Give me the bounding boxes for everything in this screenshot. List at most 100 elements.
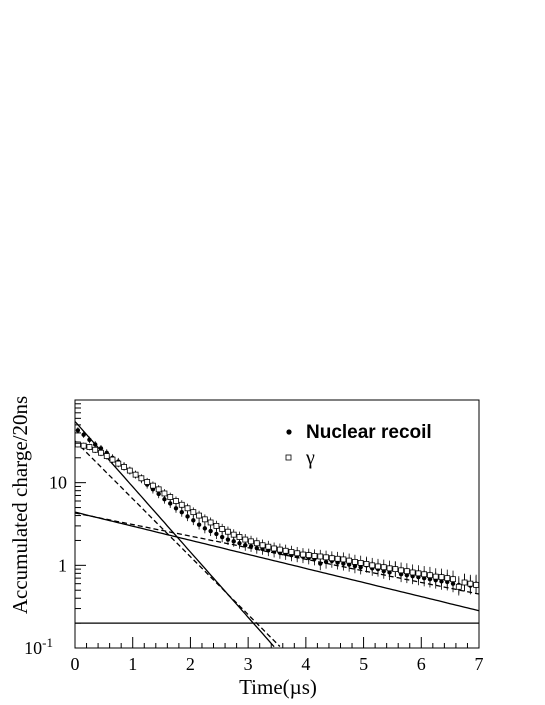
data-point-gamma [190, 509, 197, 516]
data-point-gamma [92, 446, 99, 453]
y-axis-title: Accumulated charge/20ns [8, 396, 32, 614]
data-point-gamma [236, 534, 243, 540]
data-point-gamma [421, 571, 428, 578]
data-point-gamma [98, 449, 104, 456]
data-point-gamma [242, 536, 249, 543]
data-point-gamma [438, 574, 445, 581]
data-point-gamma [444, 575, 451, 582]
data-point-gamma [311, 553, 318, 559]
data-point-gamma [363, 561, 370, 567]
data-point-nuclear-recoil [98, 446, 104, 451]
data-point-gamma [126, 467, 133, 474]
data-point-gamma [150, 482, 156, 489]
data-point-gamma [294, 550, 301, 557]
data-point-gamma [115, 460, 122, 467]
fit-line-series-0-component-1 [74, 511, 480, 612]
data-point-gamma [161, 490, 168, 497]
data-point-gamma [225, 528, 231, 535]
data-point-gamma [450, 576, 456, 583]
data-point-nuclear-recoil [179, 509, 184, 515]
data-point-gamma [271, 545, 278, 552]
x-tick-label: 3 [244, 654, 253, 674]
data-point-gamma [259, 542, 266, 549]
data-point-gamma [415, 570, 422, 577]
data-point-nuclear-recoil [318, 561, 323, 566]
data-point-gamma [121, 464, 127, 470]
data-point-nuclear-recoil [173, 506, 179, 511]
data-point-nuclear-recoil [214, 531, 219, 537]
data-point-nuclear-recoil [196, 522, 202, 527]
data-point-gamma [380, 564, 387, 571]
legend-label-gamma: γ [305, 447, 315, 469]
fit-line-series-0-component-0 [74, 421, 275, 648]
data-point-gamma [392, 566, 399, 573]
data-points [74, 427, 480, 596]
y-tick-label: 10 [49, 473, 67, 493]
fit-line-series-1-component-0 [74, 440, 281, 647]
fit-line-series-1-component-1 [74, 512, 480, 595]
data-point-gamma [219, 526, 226, 532]
data-point-gamma [230, 531, 237, 538]
data-point-gamma [196, 512, 202, 519]
x-tick-label: 1 [128, 654, 137, 674]
data-point-gamma [323, 554, 329, 561]
data-point-nuclear-recoil [225, 537, 231, 542]
data-point-gamma [352, 559, 358, 565]
data-point-gamma [109, 456, 116, 463]
legend: Nuclear recoil γ [285, 422, 432, 469]
data-point-nuclear-recoil [237, 541, 242, 546]
legend-marker-gamma [285, 454, 292, 461]
data-point-nuclear-recoil [191, 518, 196, 523]
data-point-gamma [432, 573, 439, 580]
data-point-gamma [86, 444, 93, 450]
x-tick-label: 2 [186, 654, 195, 674]
data-point-gamma [346, 557, 353, 564]
data-point-gamma [455, 583, 462, 590]
data-point-nuclear-recoil [219, 534, 225, 540]
data-point-gamma [248, 538, 254, 545]
data-point-gamma [282, 547, 289, 554]
data-point-gamma [369, 562, 376, 569]
fit-lines [74, 421, 480, 648]
tick-labels: 0 1 2 3 4 5 6 7 10-1 1 10 [24, 473, 483, 674]
data-point-gamma [155, 486, 162, 493]
data-point-gamma [207, 519, 214, 526]
data-point-gamma [288, 549, 295, 555]
data-point-gamma [184, 505, 191, 512]
data-point-gamma [386, 565, 393, 572]
data-point-gamma [467, 580, 474, 587]
data-point-nuclear-recoil [75, 428, 81, 433]
data-point-gamma [427, 572, 433, 579]
legend-marker-nuclear-recoil [286, 429, 292, 435]
data-point-gamma [375, 563, 381, 570]
data-point-gamma [334, 555, 341, 562]
data-point-gamma [253, 540, 260, 547]
data-point-gamma [409, 569, 416, 576]
x-axis-title: Time(µs) [239, 675, 317, 699]
data-point-nuclear-recoil [185, 514, 190, 519]
data-point-gamma [265, 543, 272, 550]
data-point-gamma [173, 498, 179, 504]
data-point-nuclear-recoil [208, 528, 213, 534]
data-point-gamma [138, 475, 145, 482]
x-tick-label: 0 [71, 654, 80, 674]
data-point-gamma [103, 453, 110, 459]
data-point-gamma [201, 516, 208, 523]
x-tick-label: 4 [301, 654, 310, 674]
data-point-nuclear-recoil [87, 437, 92, 443]
y-tick-label: 1 [58, 555, 67, 575]
legend-label-nuclear-recoil: Nuclear recoil [306, 422, 432, 443]
data-point-nuclear-recoil [202, 526, 208, 531]
axis-ticks [74, 403, 480, 649]
data-point-gamma [357, 560, 364, 566]
data-point-gamma [473, 581, 480, 588]
data-point-gamma [461, 579, 468, 586]
data-point-gamma [305, 552, 312, 558]
x-tick-label: 7 [475, 654, 484, 674]
data-point-gamma [300, 551, 306, 558]
y-tick-label: 10-1 [24, 635, 53, 658]
data-point-gamma [74, 441, 81, 448]
data-point-gamma [340, 556, 347, 563]
data-point-gamma [80, 442, 87, 449]
